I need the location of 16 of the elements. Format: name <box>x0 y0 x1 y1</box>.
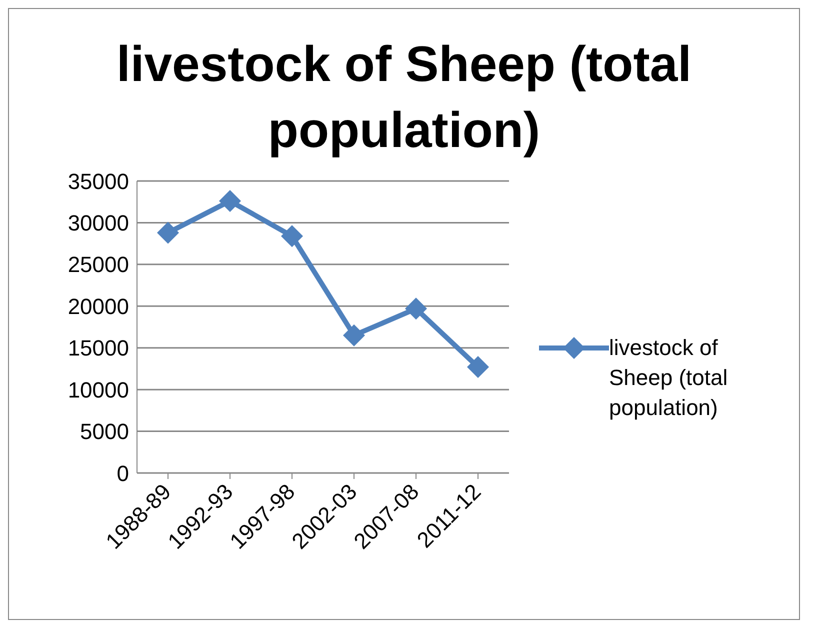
point <box>405 298 427 320</box>
legend-label: livestock of Sheep (total population) <box>609 334 729 422</box>
point <box>343 324 365 346</box>
y-tick-label: 25000 <box>68 252 129 278</box>
point <box>157 222 179 244</box>
point <box>281 225 303 248</box>
y-tick-label: 10000 <box>68 377 129 402</box>
y-tick-label: 35000 <box>68 168 129 194</box>
y-tick-label: 30000 <box>68 210 129 236</box>
y-tick-label: 0 <box>116 460 129 486</box>
chart-title: livestock of Sheep (total population) <box>115 35 693 160</box>
y-tick-label: 5000 <box>80 419 129 444</box>
y-tick-label: 20000 <box>68 294 129 319</box>
y-tick-label: 15000 <box>68 336 129 361</box>
point <box>467 356 489 378</box>
point <box>219 190 241 212</box>
